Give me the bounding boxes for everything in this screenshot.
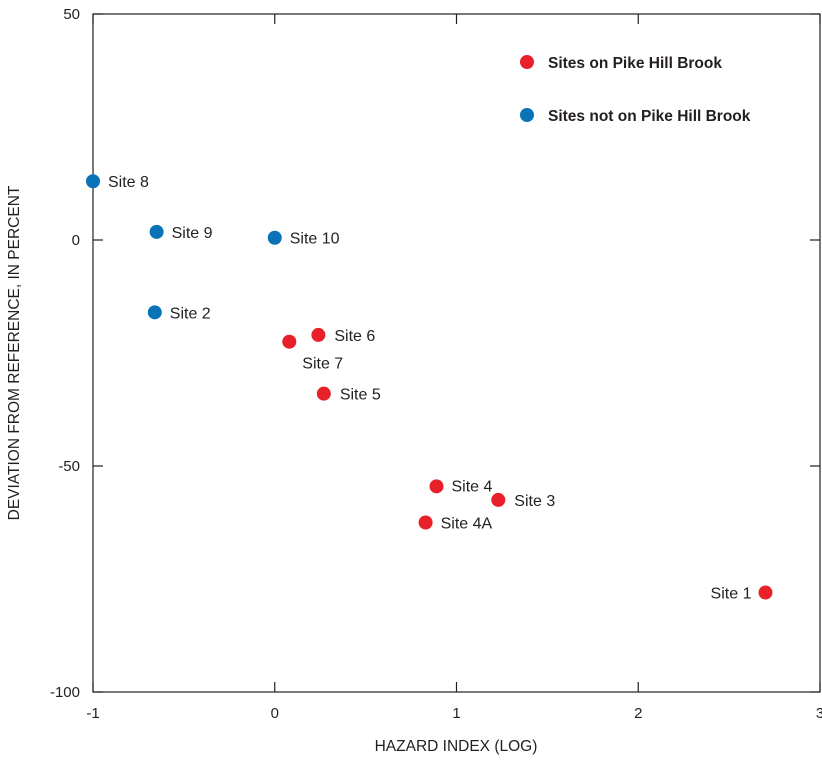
scatter-point (491, 492, 506, 507)
legend-label: Sites not on Pike Hill Brook (548, 108, 751, 125)
data-points (86, 174, 773, 600)
y-tick-label: 0 (72, 232, 80, 249)
legend-label: Sites on Pike Hill Brook (548, 55, 722, 72)
data-point-labels: Site 1 Site 3 Site 4 Site 4A Site 5 Site 6 Sit… (108, 174, 752, 602)
scatter-point (429, 479, 444, 494)
y-tick-label: -100 (50, 684, 80, 701)
legend-marker (520, 55, 534, 69)
y-axis-label: DEVIATION FROM REFERENCE, IN PERCENT (6, 185, 23, 520)
point-label: Site 4A (441, 516, 493, 533)
scatter-point (86, 174, 100, 189)
axis-tick-labels: -1 0 1 2 3 50 0 -50 -100 (50, 6, 822, 722)
scatter-point (282, 334, 297, 349)
x-tick-label: 3 (816, 705, 822, 722)
point-label: Site 4 (452, 478, 493, 495)
point-label: Site 6 (334, 328, 375, 345)
point-label: Site 10 (290, 231, 340, 248)
point-label: Site 5 (340, 387, 381, 404)
y-tick-label: -50 (58, 458, 80, 475)
x-axis-label: HAZARD INDEX (LOG) (375, 738, 538, 755)
scatter-point (149, 224, 164, 239)
legend: Sites on Pike Hill Brook Sites not on Pik… (520, 55, 751, 125)
scatter-point (311, 327, 326, 342)
point-label: Site 9 (172, 225, 213, 242)
point-label: Site 2 (170, 305, 211, 322)
point-label: Site 7 (302, 356, 343, 373)
scatter-point (418, 515, 433, 530)
scatter-point (267, 230, 282, 245)
x-tick-label: 2 (634, 705, 642, 722)
x-tick-label: -1 (86, 705, 99, 722)
axis-ticks (92, 13, 821, 693)
scatter-point (147, 305, 162, 320)
x-tick-label: 1 (452, 705, 460, 722)
scatter-point (758, 585, 773, 600)
scatter-point (316, 386, 331, 401)
legend-marker (520, 108, 534, 122)
point-label: Site 8 (108, 174, 149, 191)
y-tick-label: 50 (63, 6, 80, 23)
x-tick-label: 0 (271, 705, 279, 722)
point-label: Site 1 (711, 586, 752, 603)
point-label: Site 3 (514, 493, 555, 510)
